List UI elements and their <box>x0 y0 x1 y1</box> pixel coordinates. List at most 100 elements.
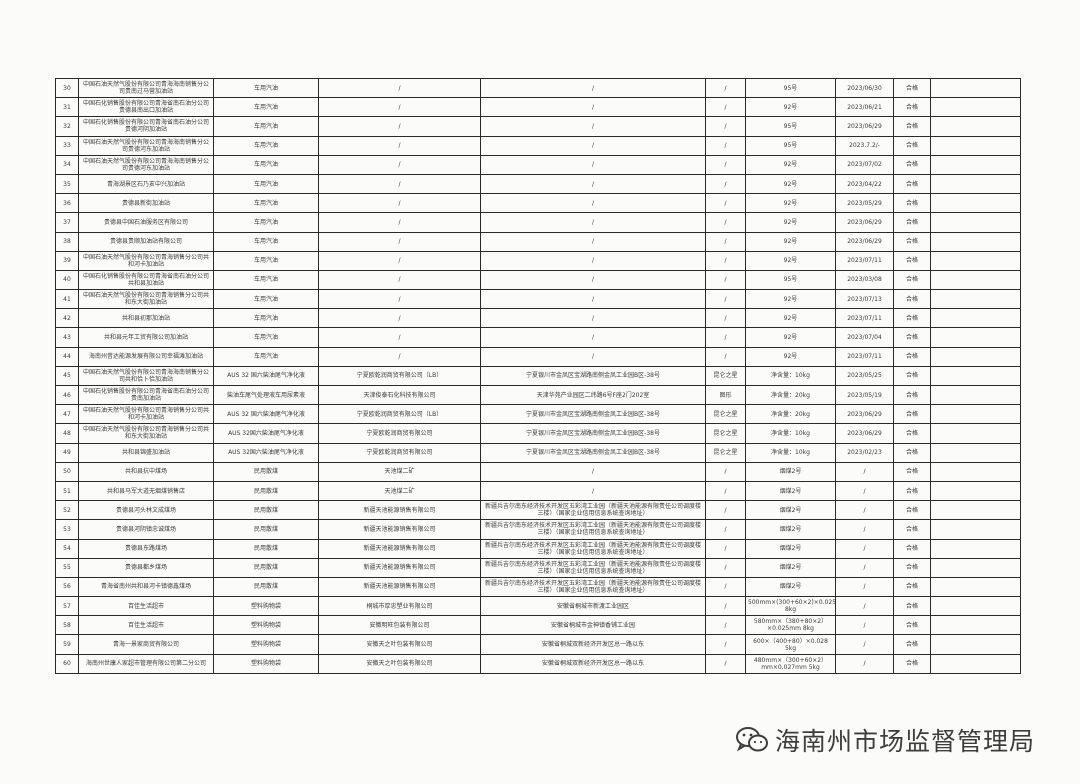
manufacturer-cell: 天池煤二矿 <box>318 461 481 482</box>
store-name-cell: 贵德县新街加油站 <box>78 193 214 214</box>
brand-cell: 昆仑之星 <box>705 365 746 387</box>
specification-cell: 烟煤2号 <box>745 461 836 482</box>
remarks-cell <box>930 423 1021 444</box>
specification-cell: 500mm×(300+60×2)×0.025mm 8kg <box>745 596 836 617</box>
watermark: 海南州市场监督管理局 <box>735 722 1035 758</box>
store-name-cell: 中国石化销售股份有限公司青海省南石油分公司贵德河阴加油站 <box>78 116 214 137</box>
manufacturer-cell: 宁夏欧乾润商贸有限公司（LB） <box>318 404 481 425</box>
brand-cell: / <box>705 480 746 502</box>
remarks-cell <box>930 461 1021 482</box>
brand-cell: / <box>705 250 746 271</box>
watermark-text: 海南州市场监督管理局 <box>775 727 1036 756</box>
store-name-cell: 中国石化销售股份有限公司青海省南石油分公司共和县加油站 <box>78 269 214 291</box>
production-date-cell: / <box>835 634 894 655</box>
remarks-cell <box>930 634 1021 655</box>
specification-cell: 580mm×（380+80×2）×0.025mm 8kg <box>745 615 836 636</box>
brand-cell: / <box>705 615 746 636</box>
table-row: 51 共和县马军大道无烟煤销售店 民用散煤 天池煤二矿 / / 烟煤2号 / 合格 <box>55 480 1021 502</box>
product-name-cell: 柴油车尾气处理液车用尿素液 <box>213 384 319 406</box>
production-date-cell: 2023/03/08 <box>835 269 894 291</box>
brand-cell: / <box>705 231 746 252</box>
store-name-cell: 中国石油天然气股份有限公司青海海南销售分公司贵德河东加油站 <box>78 154 214 175</box>
manufacturer-cell: 天池煤二矿 <box>318 480 481 502</box>
product-name-cell: AUS 32 国六柴油尾气净化液 <box>213 404 319 425</box>
table-row: 39 中国石油天然气股份有限公司青海销售分公司共和河卡加油站 车用汽油 / //92号 2… <box>55 250 1021 271</box>
brand-cell: / <box>705 634 746 655</box>
row-number-cell: 35 <box>55 173 79 195</box>
production-date-cell: 2023/06/30 <box>835 77 894 99</box>
result-cell: 合格 <box>893 500 931 521</box>
manufacturer-address-cell: / <box>480 154 706 175</box>
result-cell: 合格 <box>893 250 931 271</box>
brand-cell: / <box>705 327 746 348</box>
production-date-cell: 2023/04/22 <box>835 173 894 195</box>
store-name-cell: 青海一景家商贸有限公司 <box>78 634 214 655</box>
table-row: 54 贵德县东路煤场 民用散煤 新疆天池能源销售有限公司 新疆兵吉尔南东经济技术开发区五… <box>55 538 1021 559</box>
manufacturer-cell: 安徽天之叶包装有限公司 <box>318 634 481 655</box>
remarks-cell <box>930 193 1021 214</box>
store-name-cell: 中国石油天然气股份有限公司青海销售分公司共和河卡加油站 <box>78 404 214 425</box>
product-name-cell: 车用汽油 <box>213 77 319 99</box>
remarks-cell <box>930 538 1021 559</box>
table-row: 58 百佳生活超市 塑料购物袋 安徽明旺包装有限公司 安徽省桐城市金神镇香铺工业园/58… <box>55 615 1021 636</box>
manufacturer-cell: / <box>318 231 481 252</box>
manufacturer-cell: / <box>318 212 481 233</box>
row-number-cell: 37 <box>55 212 79 233</box>
manufacturer-address-cell: 安徽省桐城市金神镇香铺工业园 <box>480 615 706 636</box>
table-row: 30 中国石油天然气股份有限公司青海海南销售分公司贵南过马营加油站 车用汽油 / //9… <box>55 77 1021 99</box>
store-name-cell: 贵德县河头林文成煤场 <box>78 500 214 521</box>
product-name-cell: 车用汽油 <box>213 193 319 214</box>
remarks-cell <box>930 154 1021 175</box>
brand-cell: / <box>705 269 746 291</box>
result-cell: 合格 <box>893 404 931 425</box>
brand-cell: 昆仑之星 <box>705 442 746 463</box>
manufacturer-address-cell: 宁夏银川市金凤区宝湖路南侧金凤工业园B区-38号 <box>480 404 706 425</box>
row-number-cell: 57 <box>55 596 79 617</box>
product-name-cell: 塑料购物袋 <box>213 615 319 636</box>
brand-cell: / <box>705 289 746 310</box>
manufacturer-cell: 宁夏欧乾润商贸有限公司 <box>318 423 481 444</box>
row-number-cell: 50 <box>55 461 79 482</box>
row-number-cell: 31 <box>55 97 79 118</box>
remarks-cell <box>930 135 1021 156</box>
store-name-cell: 贵德县中国石油服务区有限公司 <box>78 212 214 233</box>
manufacturer-address-cell: 安徽省桐城双新经济开发区总一路以东 <box>480 653 706 674</box>
specification-cell: 净含量：10kg <box>745 442 836 463</box>
manufacturer-cell: 新疆天池能源销售有限公司 <box>318 576 481 598</box>
row-number-cell: 45 <box>55 365 79 387</box>
manufacturer-cell: 桐城市厚忠塑业有限公司 <box>318 596 481 617</box>
production-date-cell: / <box>835 500 894 521</box>
remarks-cell <box>930 596 1021 617</box>
manufacturer-cell: / <box>318 327 481 348</box>
store-name-cell: 贵德县都乡煤场 <box>78 557 214 578</box>
production-date-cell: 2023/06/29 <box>835 423 894 444</box>
remarks-cell <box>930 97 1021 118</box>
product-name-cell: 车用汽油 <box>213 173 319 195</box>
result-cell: 合格 <box>893 423 931 444</box>
production-date-cell: 2023/06/21 <box>835 97 894 118</box>
product-name-cell: AUS 32 国六柴油尾气净化液 <box>213 365 319 387</box>
manufacturer-cell: / <box>318 193 481 214</box>
row-number-cell: 32 <box>55 116 79 137</box>
manufacturer-cell: 宁夏欧乾润商贸有限公司 <box>318 442 481 463</box>
result-cell: 合格 <box>893 557 931 578</box>
product-name-cell: 车用汽油 <box>213 289 319 310</box>
product-name-cell: 车用汽油 <box>213 308 319 329</box>
table-row: 60 海南州世康人家超市管理有限公司第二分公司 塑料购物袋 安徽天之叶包装有限公司 安徽… <box>55 653 1021 674</box>
production-date-cell: 2023/02/23 <box>835 442 894 463</box>
remarks-cell <box>930 480 1021 502</box>
specification-cell: 92号 <box>745 289 836 310</box>
manufacturer-cell: / <box>318 97 481 118</box>
specification-cell: 92号 <box>745 231 836 252</box>
manufacturer-cell: 安徽天之叶包装有限公司 <box>318 653 481 674</box>
remarks-cell <box>930 346 1021 367</box>
manufacturer-address-cell: / <box>480 116 706 137</box>
manufacturer-cell: / <box>318 135 481 156</box>
table-row: 37 贵德县中国石油服务区有限公司 车用汽油 / //92号 2023/06/29 合格 <box>55 212 1021 233</box>
manufacturer-address-cell: 安徽省桐城双新经济开发区总一路以东 <box>480 634 706 655</box>
specification-cell: 净含量：10kg <box>745 365 836 387</box>
specification-cell: 92号 <box>745 212 836 233</box>
row-number-cell: 53 <box>55 519 79 540</box>
row-number-cell: 51 <box>55 480 79 502</box>
brand-cell: / <box>705 97 746 118</box>
